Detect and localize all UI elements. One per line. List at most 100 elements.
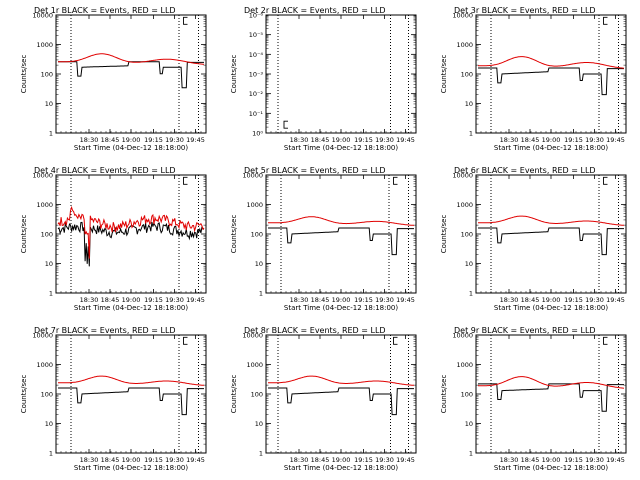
x-tick-label: 19:30: [375, 296, 394, 304]
y-tick-label: 10⁻¹: [249, 110, 264, 118]
chart-panel-1: Det 1r BLACK = Events, RED = LLD 1 10 100 10…: [20, 6, 207, 152]
y-tick-label: 10⁰: [252, 130, 263, 138]
bracket-marker: [603, 336, 608, 345]
y-tick-label: 10000: [32, 332, 53, 340]
y-tick-label: 100: [41, 231, 53, 239]
y-tick-label: 1: [259, 290, 263, 298]
x-tick-label: 18:30: [80, 296, 99, 304]
y-tick-label: 1: [469, 290, 473, 298]
x-tick-label: 19:00: [542, 456, 561, 464]
series-line-black: [478, 67, 624, 96]
x-axis-label: Start Time (04-Dec-12 18:18:00): [284, 304, 398, 312]
x-axis-label: Start Time (04-Dec-12 18:18:00): [74, 464, 188, 472]
x-tick-label: 19:45: [606, 296, 625, 304]
y-tick-label: 100: [251, 391, 263, 399]
x-tick-label: 19:00: [542, 136, 561, 144]
y-axis-label: Counts/sec: [230, 55, 238, 94]
y-tick-label: 1000: [456, 201, 473, 209]
x-tick-label: 19:45: [396, 136, 415, 144]
series-line-red: [268, 375, 414, 386]
x-tick-label: 19:00: [122, 456, 141, 464]
series-line-black: [268, 387, 414, 416]
x-tick-label: 19:15: [564, 296, 583, 304]
chart-title: Det 4r BLACK = Events, RED = LLD: [34, 166, 176, 175]
x-axis-label: Start Time (04-Dec-12 18:18:00): [494, 304, 608, 312]
plot-frame: [475, 334, 627, 454]
x-tick-label: 19:30: [585, 296, 604, 304]
x-tick-label: 19:00: [332, 456, 351, 464]
x-tick-label: 18:30: [500, 136, 519, 144]
y-tick-label: 10: [255, 420, 263, 428]
series-line-black: [58, 387, 204, 416]
y-tick-label: 1: [469, 130, 473, 138]
series-line-red: [478, 376, 625, 389]
chart-panel-2: Det 2r BLACK = Events, RED = LLD 10⁰ 10⁻¹ 1…: [230, 6, 417, 152]
y-tick-label: 1000: [246, 361, 263, 369]
y-tick-label: 100: [461, 391, 473, 399]
x-tick-label: 19:30: [165, 456, 184, 464]
plot-frame: [55, 334, 207, 454]
y-tick-label: 10⁻³: [249, 71, 264, 79]
bracket-marker: [603, 176, 608, 185]
chart-title: Det 2r BLACK = Events, RED = LLD: [244, 6, 386, 15]
y-tick-label: 10⁻⁵: [249, 31, 264, 39]
y-axis-label: Counts/sec: [230, 215, 238, 254]
x-tick-label: 18:30: [290, 456, 309, 464]
y-tick-label: 1: [49, 450, 53, 458]
y-tick-label: 10000: [452, 172, 473, 180]
plot-frame: [265, 334, 417, 454]
series-line-black: [478, 227, 624, 256]
plot-frame: [265, 14, 417, 134]
y-axis-label: Counts/sec: [230, 375, 238, 414]
x-axis-label: Start Time (04-Dec-12 18:18:00): [284, 464, 398, 472]
plot-frame: [475, 14, 627, 134]
series-line-red: [58, 53, 205, 65]
x-axis-label: Start Time (04-Dec-12 18:18:00): [494, 464, 608, 472]
series-line-red: [57, 205, 205, 259]
x-tick-label: 19:45: [606, 456, 625, 464]
y-tick-label: 10⁻⁶: [249, 12, 264, 20]
series-line-red: [478, 56, 625, 69]
bracket-marker: [183, 336, 188, 345]
y-tick-label: 10: [465, 100, 473, 108]
bracket-marker: [283, 120, 288, 129]
y-tick-label: 1000: [36, 361, 53, 369]
x-tick-label: 19:00: [122, 136, 141, 144]
x-axis-label: Start Time (04-Dec-12 18:18:00): [284, 144, 398, 152]
bracket-marker: [393, 176, 398, 185]
x-tick-label: 18:45: [101, 456, 120, 464]
plot-frame: [55, 14, 207, 134]
y-axis-label: Counts/sec: [20, 375, 28, 414]
y-tick-label: 10000: [242, 172, 263, 180]
x-tick-label: 19:30: [375, 456, 394, 464]
y-tick-label: 100: [41, 391, 53, 399]
x-tick-label: 19:45: [186, 296, 205, 304]
y-tick-label: 10000: [242, 332, 263, 340]
y-tick-label: 1: [49, 130, 53, 138]
x-tick-label: 18:45: [521, 456, 540, 464]
y-tick-label: 100: [251, 231, 263, 239]
x-tick-label: 19:30: [585, 136, 604, 144]
chart-title: Det 7r BLACK = Events, RED = LLD: [34, 326, 176, 335]
chart-panel-6: Det 6r BLACK = Events, RED = LLD 1 10 100 10…: [440, 166, 627, 312]
x-tick-label: 19:00: [332, 296, 351, 304]
x-tick-label: 19:45: [606, 136, 625, 144]
y-axis-label: Counts/sec: [440, 375, 448, 414]
chart-title: Det 1r BLACK = Events, RED = LLD: [34, 6, 176, 15]
chart-panel-3: Det 3r BLACK = Events, RED = LLD 1 10 100 10…: [440, 6, 627, 152]
y-tick-label: 1000: [246, 201, 263, 209]
x-tick-label: 19:15: [564, 136, 583, 144]
x-tick-label: 19:15: [144, 136, 163, 144]
x-axis-label: Start Time (04-Dec-12 18:18:00): [494, 144, 608, 152]
y-tick-label: 100: [461, 71, 473, 79]
bracket-marker: [393, 336, 398, 345]
y-tick-label: 1: [49, 290, 53, 298]
y-tick-label: 100: [461, 231, 473, 239]
series-line-black: [478, 383, 624, 412]
x-tick-label: 19:00: [122, 296, 141, 304]
bracket-marker: [183, 16, 188, 25]
x-tick-label: 19:15: [354, 456, 373, 464]
x-tick-label: 18:45: [521, 296, 540, 304]
x-tick-label: 18:45: [101, 296, 120, 304]
